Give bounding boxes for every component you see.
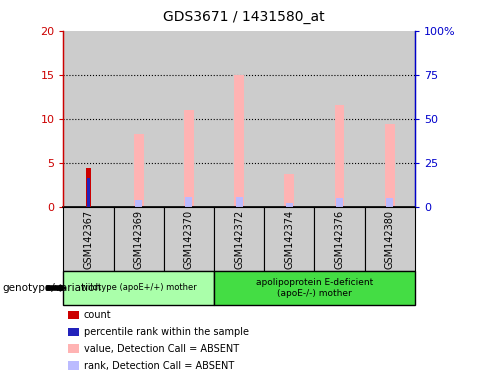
Bar	[314, 31, 365, 207]
Bar	[335, 105, 345, 207]
Text: GSM142372: GSM142372	[234, 209, 244, 269]
Bar	[285, 174, 294, 207]
Text: GSM142374: GSM142374	[285, 210, 294, 268]
Text: GSM142380: GSM142380	[385, 210, 395, 268]
Bar	[385, 124, 394, 207]
Bar	[87, 178, 90, 207]
Bar	[264, 31, 314, 207]
Text: GSM142370: GSM142370	[184, 210, 194, 268]
Bar	[386, 199, 393, 207]
Bar	[63, 31, 114, 207]
Bar	[286, 203, 293, 207]
Bar	[86, 169, 91, 207]
Text: percentile rank within the sample: percentile rank within the sample	[84, 327, 249, 337]
Text: wildtype (apoE+/+) mother: wildtype (apoE+/+) mother	[81, 283, 197, 293]
Bar	[336, 199, 343, 207]
Text: GDS3671 / 1431580_at: GDS3671 / 1431580_at	[163, 10, 325, 23]
Text: GSM142369: GSM142369	[134, 210, 144, 268]
Bar	[214, 31, 264, 207]
Bar	[236, 197, 243, 207]
Bar	[365, 31, 415, 207]
Bar	[234, 75, 244, 207]
Text: rank, Detection Call = ABSENT: rank, Detection Call = ABSENT	[84, 361, 234, 371]
Bar	[114, 31, 164, 207]
Text: value, Detection Call = ABSENT: value, Detection Call = ABSENT	[84, 344, 239, 354]
Text: genotype/variation: genotype/variation	[2, 283, 102, 293]
Text: count: count	[84, 310, 112, 320]
Bar	[135, 200, 142, 207]
Bar	[134, 134, 143, 207]
Text: GSM142376: GSM142376	[334, 210, 345, 268]
Bar	[164, 31, 214, 207]
Bar	[184, 110, 194, 207]
Text: GSM142367: GSM142367	[83, 210, 94, 268]
Bar	[185, 197, 192, 207]
Text: apolipoprotein E-deficient
(apoE-/-) mother: apolipoprotein E-deficient (apoE-/-) mot…	[256, 278, 373, 298]
